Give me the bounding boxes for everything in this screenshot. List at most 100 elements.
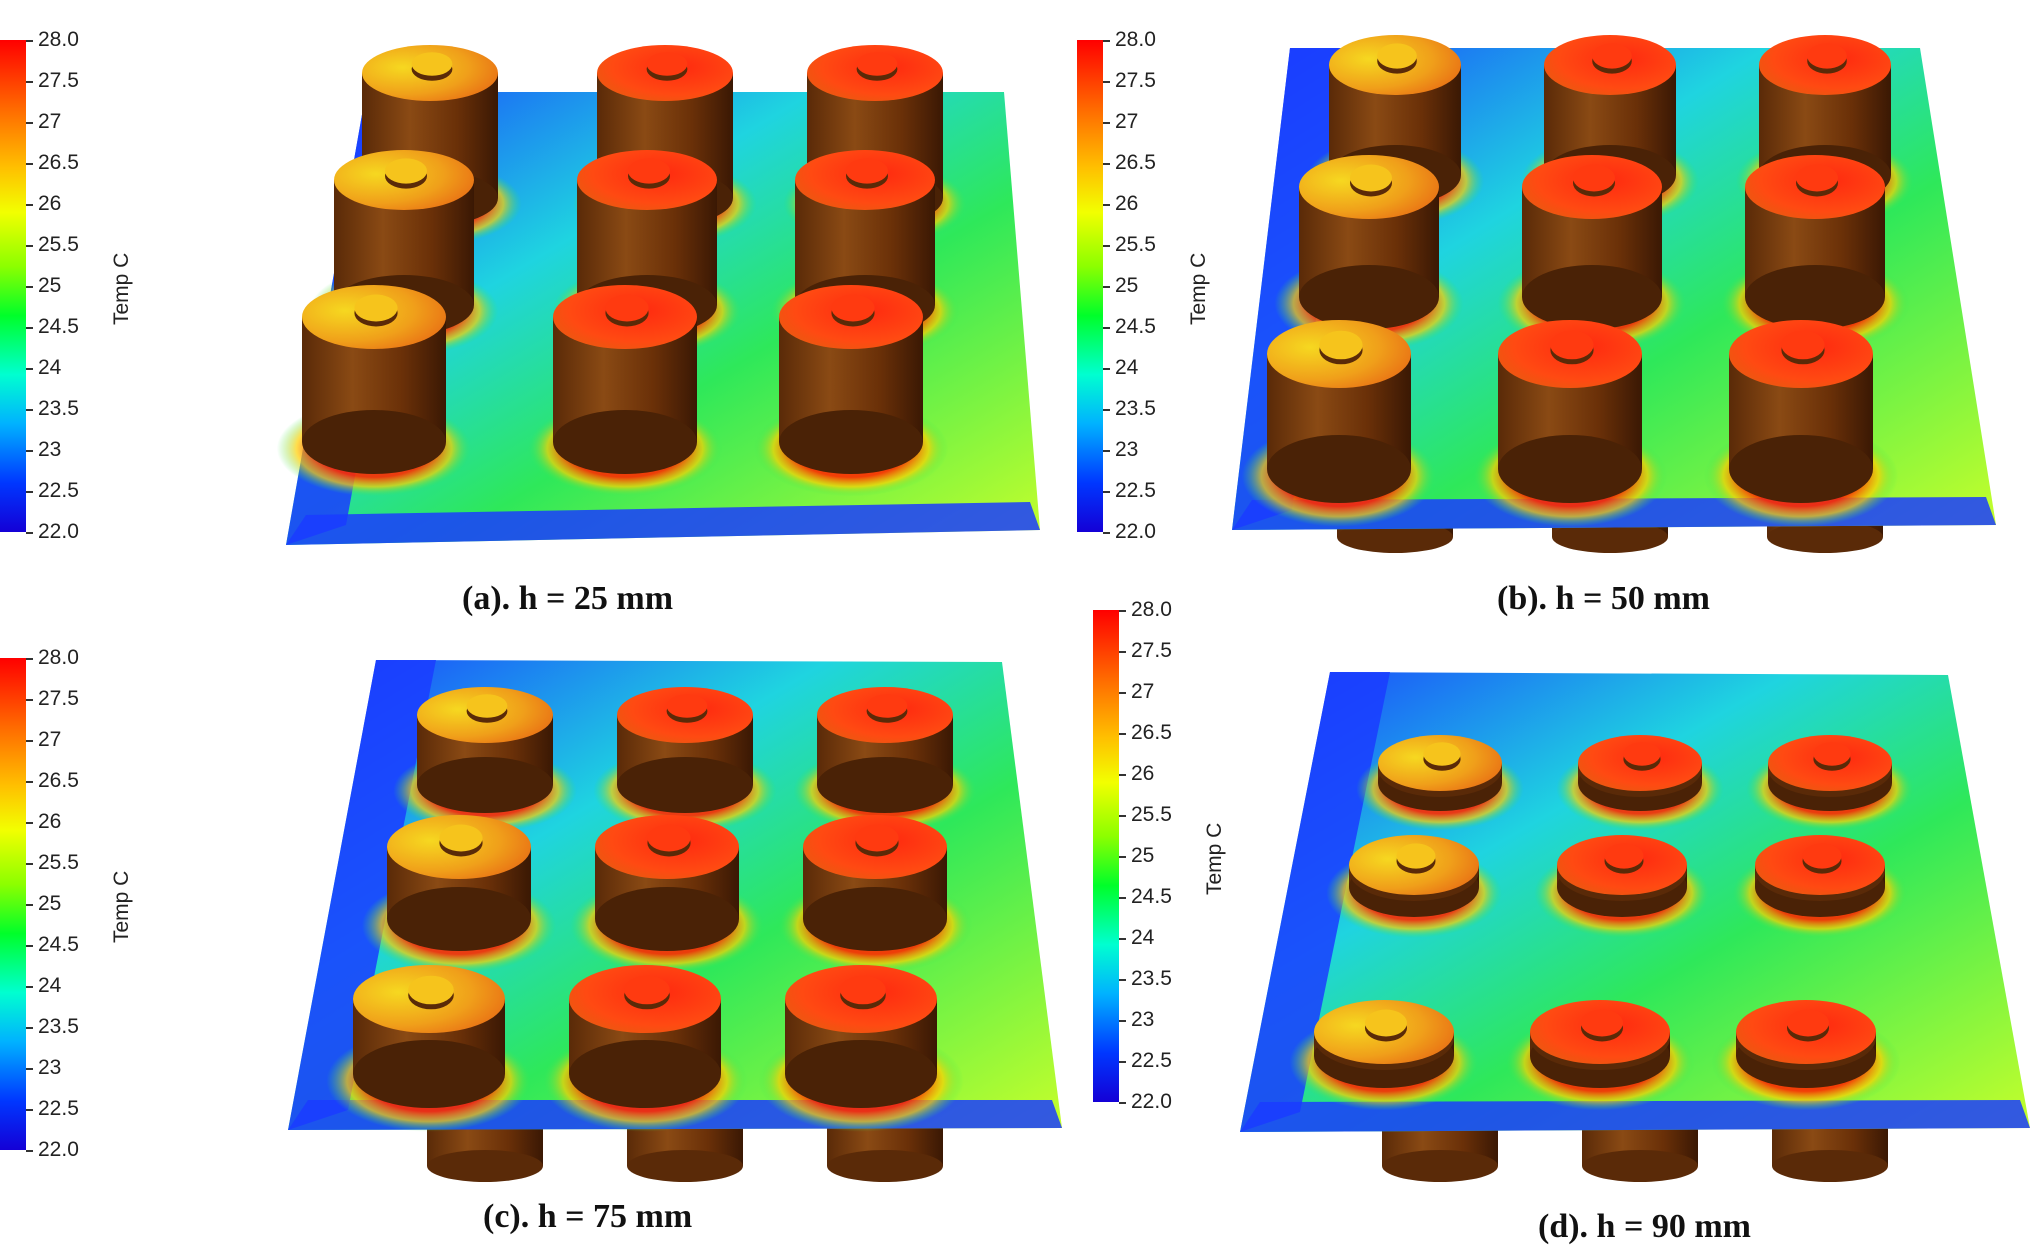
plate-cold-edge bbox=[286, 502, 1040, 545]
cylinder-boss-top bbox=[1604, 843, 1644, 869]
colorbar-tick-label: 26 bbox=[1115, 192, 1139, 215]
cylinder-boss-top bbox=[1377, 43, 1417, 69]
colorbar-tick-label: 26.5 bbox=[38, 151, 79, 174]
colorbar-tick-label: 24 bbox=[38, 356, 62, 379]
cylinder-boss-top bbox=[605, 294, 649, 322]
colorbar-tick-label: 23.5 bbox=[1131, 967, 1172, 990]
colorbar-tick-label: 26.5 bbox=[1115, 151, 1156, 174]
colorbar-tick-label: 23.5 bbox=[38, 1015, 79, 1038]
colorbar-tick-label: 23.5 bbox=[1115, 397, 1156, 420]
colorbar-tick-label: 24.5 bbox=[38, 315, 79, 338]
cylinder-boss-top bbox=[1423, 742, 1461, 766]
cylinder-boss-top bbox=[1807, 43, 1847, 69]
colorbar-tick-label: 24 bbox=[38, 974, 62, 997]
colorbar-tick-label: 22.5 bbox=[38, 479, 79, 502]
colorbar-tick-label: 24 bbox=[1115, 356, 1139, 379]
colorbar-tick-label: 22.0 bbox=[38, 520, 79, 543]
colorbar-tick-label: 24.5 bbox=[1115, 315, 1156, 338]
cylinder-boss-top bbox=[1787, 1009, 1829, 1037]
cylinder bbox=[1720, 155, 1910, 352]
cylinder-base bbox=[1299, 265, 1439, 329]
cylinder-boss-top bbox=[856, 52, 898, 76]
cylinder-boss-top bbox=[1592, 43, 1632, 69]
cylinder bbox=[593, 687, 777, 833]
colorbar-tick-label: 27 bbox=[38, 110, 62, 133]
cylinder-boss-top bbox=[1581, 1009, 1623, 1037]
cylinder-boss-top bbox=[666, 694, 708, 718]
plate-cold-edge bbox=[1240, 672, 1390, 1132]
cylinder bbox=[777, 815, 973, 974]
cylinder bbox=[1274, 155, 1464, 352]
cylinder-base bbox=[817, 757, 953, 813]
cylinder bbox=[1289, 1000, 1479, 1111]
cylinder bbox=[527, 285, 723, 497]
cylinder bbox=[758, 965, 964, 1132]
colorbar-gradient bbox=[1077, 40, 1103, 532]
cylinder-base bbox=[1729, 435, 1873, 503]
colorbar-tick-label: 28.0 bbox=[1115, 28, 1156, 51]
cylinder-underside-end bbox=[1582, 1150, 1698, 1182]
cylinder-boss-top bbox=[840, 975, 886, 1005]
colorbar-tick-label: 24.5 bbox=[1131, 885, 1172, 908]
cylinder bbox=[1472, 320, 1668, 527]
cylinder bbox=[1703, 320, 1899, 527]
cylinder-base bbox=[553, 410, 697, 474]
cylinder bbox=[1241, 320, 1437, 527]
colorbar-tick-label: 23.5 bbox=[38, 397, 79, 420]
cylinder-base bbox=[302, 410, 446, 474]
colorbar-tick-label: 27.5 bbox=[38, 69, 79, 92]
colorbar-tick-label: 22.5 bbox=[38, 1097, 79, 1120]
colorbar-tick-label: 22.0 bbox=[1115, 520, 1156, 543]
cylinder-base bbox=[353, 1040, 505, 1108]
cylinder bbox=[1505, 1000, 1695, 1111]
colorbar-gradient bbox=[0, 658, 26, 1150]
colorbar-tick-label: 22.5 bbox=[1131, 1049, 1172, 1072]
cylinder bbox=[793, 687, 977, 833]
panel-d bbox=[1240, 672, 2030, 1182]
cylinder bbox=[753, 285, 949, 497]
colorbar-tick-label: 25 bbox=[38, 274, 62, 297]
colorbar-tick-label: 25 bbox=[1131, 844, 1155, 867]
colorbar-tick-label: 23 bbox=[38, 438, 62, 461]
cylinder bbox=[1732, 835, 1908, 938]
cylinder-underside-end bbox=[1382, 1150, 1498, 1182]
cylinder-boss-top bbox=[385, 158, 427, 184]
cylinder bbox=[276, 285, 472, 497]
cylinder bbox=[326, 965, 532, 1132]
cylinder bbox=[1556, 735, 1724, 831]
cylinder-base bbox=[617, 757, 753, 813]
panel-c bbox=[288, 660, 1062, 1182]
cylinder-boss-top bbox=[1623, 742, 1661, 766]
cylinder-boss-top bbox=[846, 158, 888, 184]
caption-a: (a). h = 25 mm bbox=[462, 580, 674, 617]
cylinder-boss-top bbox=[408, 975, 454, 1005]
colorbar-tick-label: 28.0 bbox=[38, 28, 79, 51]
cylinder-boss-top bbox=[866, 694, 908, 718]
cylinder-boss-top bbox=[1396, 843, 1436, 869]
colorbar-tick-label: 27.5 bbox=[1131, 639, 1172, 662]
colorbar-tick-label: 28.0 bbox=[1131, 598, 1172, 621]
cylinder-base bbox=[785, 1040, 937, 1108]
cylinder bbox=[569, 815, 765, 974]
cylinder-boss-top bbox=[354, 294, 398, 322]
cylinder bbox=[1497, 155, 1687, 352]
cylinder-base bbox=[569, 1040, 721, 1108]
colorbar-tick-label: 27 bbox=[38, 728, 62, 751]
cylinder-boss-top bbox=[1350, 164, 1392, 192]
cylinder-boss-top bbox=[1802, 843, 1842, 869]
colorbar-tick-label: 26 bbox=[38, 810, 62, 833]
cylinder-boss-top bbox=[466, 694, 508, 718]
caption-d: (d). h = 90 mm bbox=[1538, 1208, 1751, 1245]
colorbar-title: Temp C bbox=[110, 870, 133, 943]
colorbar-tick-label: 27 bbox=[1115, 110, 1139, 133]
caption-b: (b). h = 50 mm bbox=[1497, 580, 1710, 617]
cylinder-boss-top bbox=[1781, 330, 1825, 360]
caption-c: (c). h = 75 mm bbox=[483, 1198, 693, 1235]
colorbar-tick-label: 25.5 bbox=[1115, 233, 1156, 256]
colorbar-tick-label: 25.5 bbox=[38, 233, 79, 256]
colorbar-tick-label: 27.5 bbox=[1115, 69, 1156, 92]
cylinder bbox=[393, 687, 577, 833]
colorbar-title: Temp C bbox=[110, 252, 133, 325]
colorbar-tick-label: 23 bbox=[38, 1056, 62, 1079]
